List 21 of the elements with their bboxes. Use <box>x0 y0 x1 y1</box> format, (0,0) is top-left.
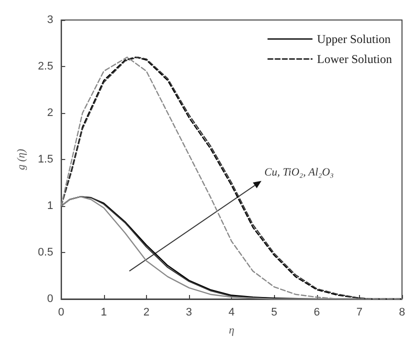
x-tick-label: 7 <box>356 306 362 318</box>
legend-label: Upper Solution <box>317 32 391 46</box>
x-axis-title: η <box>228 324 234 336</box>
annotation: Cu, TiO₂, Al₂O₃ <box>264 166 334 178</box>
x-tick-label: 2 <box>143 306 150 318</box>
x-tick-label: 4 <box>228 306 235 318</box>
y-tick-label: 2 <box>47 107 54 119</box>
y-axis-title: g (η) <box>16 148 28 170</box>
x-tick-label: 6 <box>314 306 320 318</box>
legend-label: Lower Solution <box>317 52 392 66</box>
x-tick-label: 8 <box>398 306 406 318</box>
x-tick-label: 0 <box>58 306 64 318</box>
y-tick-label: 0 <box>47 293 54 305</box>
x-tick-label: 3 <box>186 306 192 318</box>
x-tick-label: 5 <box>271 306 278 318</box>
y-tick-label: 0.5 <box>38 246 54 258</box>
y-tick-label: 2.5 <box>38 60 54 72</box>
y-tick-label: 1.5 <box>38 154 54 166</box>
x-tick-label: 1 <box>100 306 107 318</box>
y-tick-label: 3 <box>47 14 54 26</box>
y-tick-label: 1 <box>47 200 54 212</box>
